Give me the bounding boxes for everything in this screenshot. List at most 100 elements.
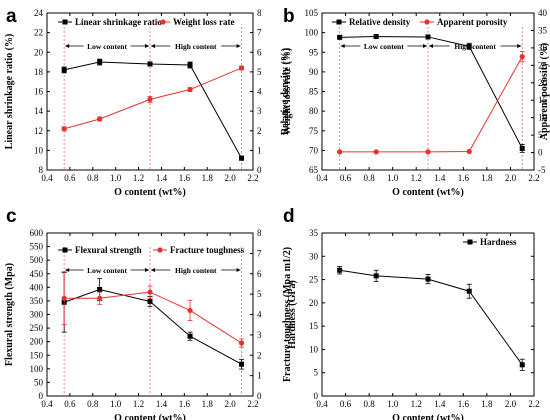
series-line: [339, 36, 523, 149]
annotation-arrowhead: [145, 268, 149, 272]
legend-label: Weight loss rate: [173, 17, 235, 27]
x-tick-label: 1.6: [179, 173, 191, 183]
y2-tick-label: 2: [257, 350, 262, 360]
data-point: [466, 148, 472, 155]
legend-label: Apparent porosity: [437, 17, 508, 27]
data-point: [61, 67, 67, 73]
data-point: [187, 307, 193, 314]
data-point: [519, 145, 525, 151]
y-tick-label: 20: [309, 298, 319, 308]
x-tick-label: 2.0: [224, 399, 236, 409]
annotation-arrowhead: [236, 268, 241, 272]
y2-tick-label: 4: [257, 310, 262, 320]
data-point: [147, 298, 153, 304]
y2-tick-label: 10: [538, 113, 548, 123]
series-line: [63, 288, 242, 365]
x-tick-label: 0.6: [340, 399, 352, 409]
legend: Flexural strength Fracture toughness: [58, 245, 245, 255]
panel-d: d 0.4 0.6 0.8 1.0 1.2 1.4 1.6 1.8 2.0 2.2 0 5 10 15 20 2…: [283, 206, 540, 420]
y2-tick-label: 1: [257, 371, 262, 381]
data-point: [425, 149, 431, 155]
annotation-arrowhead: [151, 44, 155, 48]
x-tick-label: 0.8: [363, 399, 375, 409]
panel-letter: d: [283, 206, 295, 227]
x-tick-label: 1.8: [202, 399, 214, 409]
x-tick-label: 1.8: [202, 173, 214, 183]
x-tick-label: 2.0: [224, 173, 236, 183]
annotation-arrowhead: [236, 44, 241, 48]
x-axis-label: O content (wt%): [114, 187, 186, 198]
y2-tick-label: 3: [257, 106, 262, 116]
legend-label: Flexural strength: [75, 245, 142, 255]
data-point: [187, 86, 193, 93]
data-point: [337, 267, 343, 273]
series-line: [64, 67, 242, 130]
x-tick-label: 0.4: [41, 399, 53, 409]
y-tick-label: 70: [309, 145, 319, 155]
y-tick-label: 600: [30, 228, 44, 238]
annotation-arrowhead: [517, 44, 522, 48]
y-tick-label: 0: [314, 391, 319, 401]
y-tick-label: 22: [34, 28, 43, 38]
y2-tick-label: 8: [257, 8, 262, 18]
annotation-arrowhead: [65, 268, 70, 272]
legend-label: Hardness: [480, 237, 517, 247]
y-tick-label: 400: [30, 282, 44, 292]
x-tick-label: 0.6: [64, 173, 76, 183]
data-point: [238, 65, 245, 71]
y-tick-label: 450: [30, 269, 44, 279]
y-axis-label: Hardness (GPa): [287, 280, 298, 349]
y2-tick-label: 1: [257, 145, 262, 155]
y-tick-label: 15: [309, 321, 319, 331]
x-tick-label: 2.2: [247, 399, 258, 409]
annotation-arrowhead: [145, 44, 149, 48]
legend-marker: [157, 247, 163, 253]
data-point: [466, 288, 472, 294]
y-axis-label: Linear shrinkage ratio (%): [4, 34, 15, 150]
x-tick-label: 1.2: [411, 173, 422, 183]
panel-letter: b: [283, 6, 295, 27]
x-tick-label: 2.0: [505, 173, 517, 183]
legend-marker: [424, 19, 430, 25]
annotation-arrowhead: [151, 268, 155, 272]
x-tick-label: 1.4: [156, 399, 168, 409]
y2-tick-label: 35: [538, 25, 548, 35]
y2-axis-label: Weight loss rate (%): [282, 48, 293, 136]
panel-c: c0.4 0.6 0.8 1.0 1.2 1.4 1.6 1.8 2.0 2.2050100150…: [4, 206, 293, 420]
data-point: [147, 289, 153, 295]
y-tick-label: 0: [39, 391, 44, 401]
annotation-label: High content: [175, 42, 217, 51]
x-tick-label: 2.2: [247, 173, 258, 183]
y-tick-label: 25: [309, 275, 319, 285]
y2-tick-label: 3: [257, 330, 262, 340]
x-tick-label: 2.2: [528, 399, 539, 409]
y2-tick-label: 2: [257, 126, 262, 136]
series-line: [339, 269, 523, 366]
y-tick-label: 100: [30, 364, 44, 374]
y2-tick-label: 5: [257, 289, 262, 299]
y-tick-label: 16: [34, 87, 44, 97]
annotation-label: Low content: [87, 42, 127, 51]
data-point: [61, 126, 67, 132]
data-point: [61, 295, 67, 301]
annotation-label: High content: [175, 266, 217, 275]
data-point: [97, 59, 103, 65]
y2-tick-label: 5: [257, 67, 262, 77]
y2-tick-label: -5: [538, 165, 546, 175]
x-tick-label: 1.4: [434, 173, 446, 183]
data-point: [97, 295, 103, 301]
annotation-arrowhead: [423, 44, 427, 48]
series-hardness: [337, 266, 525, 371]
y2-tick-label: 0: [257, 391, 262, 401]
legend-label: Relative density: [349, 17, 411, 27]
legend: Hardness: [463, 237, 517, 247]
plot-frame: [321, 232, 535, 397]
y-tick-label: 550: [30, 242, 44, 252]
y-tick-label: 8: [39, 165, 44, 175]
series-line: [64, 61, 242, 159]
legend-marker: [62, 19, 68, 25]
y2-tick-label: 7: [257, 28, 262, 38]
panel-letter: a: [6, 6, 17, 27]
x-tick-label: 1.4: [434, 399, 446, 409]
